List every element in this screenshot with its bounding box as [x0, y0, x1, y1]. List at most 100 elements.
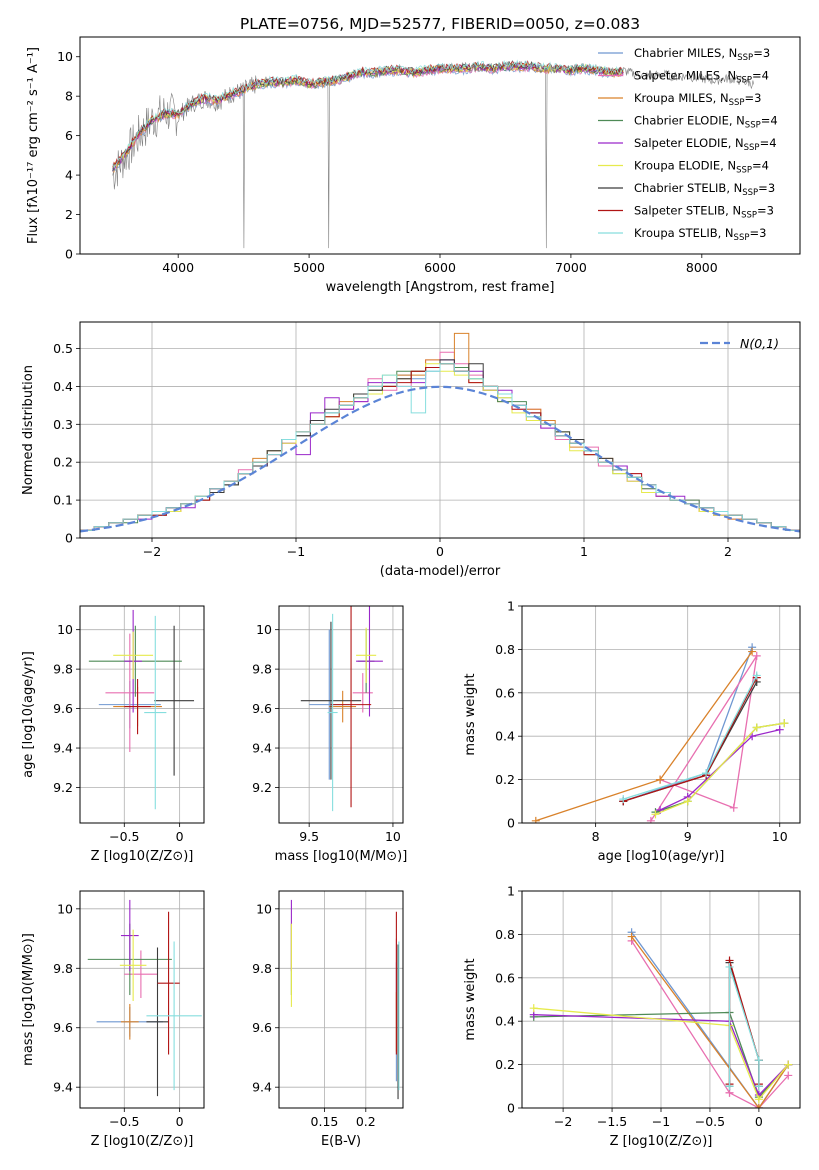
spectrum-legend-nssp: 4 [770, 114, 777, 128]
weight_vs_age-xtick-label: 9 [684, 829, 692, 844]
weight_vs_Z-xtick-label: −2 [554, 1114, 572, 1129]
age_vs_mass-ytick-label: 9.8 [252, 662, 272, 677]
spectrum-legend-model: Chabrier STELIB [634, 181, 726, 195]
residuals-xlabel: (data-model)/error [380, 564, 501, 579]
weight_vs_Z-line [631, 940, 789, 1108]
weight_vs_Z-marker [754, 1095, 763, 1104]
weight_vs_Z-axes-frame [521, 890, 801, 1109]
spectrum-legend-label: Kroupa MILES, NSSP=3 [634, 91, 761, 108]
spectrum-xtick-label: 6000 [424, 260, 456, 275]
weight_vs_age-ytick-label: 0.6 [495, 685, 515, 700]
weight_vs_Z-line [533, 1007, 789, 1101]
residuals-xtick-label: 0 [436, 544, 444, 559]
age_vs_mass-xtick-label: 10 [385, 829, 401, 844]
spectrum-xtick-label: 5000 [293, 260, 325, 275]
spectrum-legend-n: , N [728, 136, 744, 150]
weight_vs_age-marker [748, 732, 757, 741]
spectrum-ytick-label: 0 [65, 247, 73, 262]
spectrum-legend-label: Chabrier MILES, NSSP=3 [634, 46, 770, 63]
spectrum-legend-label: Kroupa STELIB, NSSP=3 [634, 226, 766, 243]
weight_vs_age-marker [752, 651, 761, 660]
mass_vs_ebv-ytick-label: 9.6 [252, 1020, 272, 1035]
spectrum-ytick-label: 2 [65, 207, 73, 222]
weight_vs_Z-ytick-label: 0.8 [495, 927, 515, 942]
residuals-ytick-label: 0.1 [53, 493, 73, 508]
age_vs_mass-plot-area [300, 606, 383, 812]
weight_vs_Z-xlabel: Z [log10(Z/Z⊙)] [610, 1134, 713, 1149]
weight_vs_Z-ytick-label: 0.4 [495, 1014, 515, 1029]
weight_vs_age-marker [531, 816, 540, 823]
spectrum-legend-n: , N [720, 69, 736, 83]
weight_vs_age-ytick-label: 0.4 [495, 729, 515, 744]
spectrum-ytick-label: 10 [57, 49, 73, 64]
spectrum-legend-sub: SSP [742, 188, 758, 198]
mass_vs_ebv-axes-frame [278, 890, 404, 1109]
weight_vs_age-marker [683, 797, 692, 806]
weight_vs_age-axes-frame [521, 605, 801, 824]
weight_vs_Z-marker [784, 1071, 793, 1080]
weight_vs_age-marker [619, 795, 628, 804]
spectrum-legend-nssp: 4 [762, 69, 769, 83]
residuals-xtick-label: −2 [143, 544, 161, 559]
mass_vs_ebv-xtick-label: 0.15 [311, 1114, 339, 1129]
age_vs_mass-axes-frame [278, 605, 404, 824]
spectrum-legend-label: Salpeter MILES, NSSP=4 [634, 69, 769, 86]
weight_vs_age-ytick-label: 0.2 [495, 772, 515, 787]
weight_vs_Z-line [533, 1014, 789, 1097]
spectrum-legend: Chabrier MILES, NSSP=3 Salpeter MILES, NS… [598, 46, 778, 243]
weight_vs_Z-marker [784, 1060, 793, 1069]
age_vs_Z-ytick-label: 9.8 [53, 662, 73, 677]
spectrum-legend-n: , N [718, 226, 734, 240]
weight_vs_Z-marker [754, 1056, 763, 1065]
mass_vs_ebv-plot-area [290, 899, 400, 1100]
spectrum-legend-sub: SSP [736, 166, 752, 176]
mass_vs_Z-ytick-label: 9.6 [53, 1020, 73, 1035]
age_vs_Z-xtick-label: 0 [176, 829, 184, 844]
weight_vs_age-marker [780, 719, 789, 728]
spectrum-legend-eq: = [757, 204, 767, 218]
spectrum-ytick-label: 6 [65, 128, 73, 143]
spectrum-legend-eq: = [752, 69, 762, 83]
spectrum-ytick-label: 4 [65, 168, 73, 183]
age_vs_Z-xlabel: Z [log10(Z/Z⊙)] [91, 849, 194, 864]
weight_vs_Z-xtick-label: −0.5 [695, 1114, 725, 1129]
spectrum-legend-label: Salpeter ELODIE, NSSP=4 [634, 136, 777, 153]
mass_vs_ebv-ytick-label: 10 [256, 901, 272, 916]
mass_vs_Z-axes-frame [79, 890, 205, 1109]
spectrum-legend-sub: SSP [745, 121, 761, 131]
mass_vs_ebv-xlabel: E(B-V) [321, 1134, 361, 1149]
mass_vs_Z-plot-area [87, 899, 202, 1097]
figure-title: PLATE=0756, MJD=52577, FIBERID=0050, z=0… [240, 15, 640, 33]
spectrum-legend-model: Salpeter STELIB [634, 204, 725, 218]
mass_vs_Z-ytick-label: 10 [57, 901, 73, 916]
spectrum-xtick-label: 8000 [686, 260, 718, 275]
spectrum-legend-eq: = [760, 136, 770, 150]
spectrum-legend-eq: = [753, 46, 763, 60]
residuals-ytick-label: 0.4 [53, 379, 73, 394]
age_vs_Z-axes-frame [79, 605, 205, 824]
weight_vs_Z-ytick-label: 0 [507, 1101, 515, 1116]
age_vs_Z-plot-area [88, 609, 195, 810]
residuals-plot-area [80, 332, 800, 533]
spectrum-axes-frame [79, 36, 801, 255]
weight_vs_Z-marker [627, 932, 636, 941]
spectrum-plot-area [112, 59, 754, 249]
weight_vs_Z-xtick-label: −1.5 [597, 1114, 627, 1129]
weight_vs_Z-ytick-label: 0.2 [495, 1057, 515, 1072]
spectrum-legend-n: , N [726, 181, 742, 195]
weight_vs_age-plot-area [531, 643, 789, 823]
weight_vs_age-marker [752, 671, 761, 680]
residuals-xtick-label: 1 [580, 544, 588, 559]
spectrum-legend-label: Chabrier ELODIE, NSSP=4 [634, 114, 778, 131]
age_vs_mass-ytick-label: 9.4 [252, 741, 272, 756]
weight_vs_age-xtick-label: 8 [592, 829, 600, 844]
weight_vs_Z-xtick-label: −1 [652, 1114, 670, 1129]
spectrum-legend-eq: = [744, 91, 754, 105]
spectrum-legend-sub: SSP [734, 233, 750, 243]
mass_vs_Z-ytick-label: 9.4 [53, 1080, 73, 1095]
weight_vs_Z-plot-area [529, 928, 793, 1108]
spectrum-legend-label: Kroupa ELODIE, NSSP=4 [634, 159, 769, 176]
spectrum-legend-sub: SSP [741, 211, 757, 221]
